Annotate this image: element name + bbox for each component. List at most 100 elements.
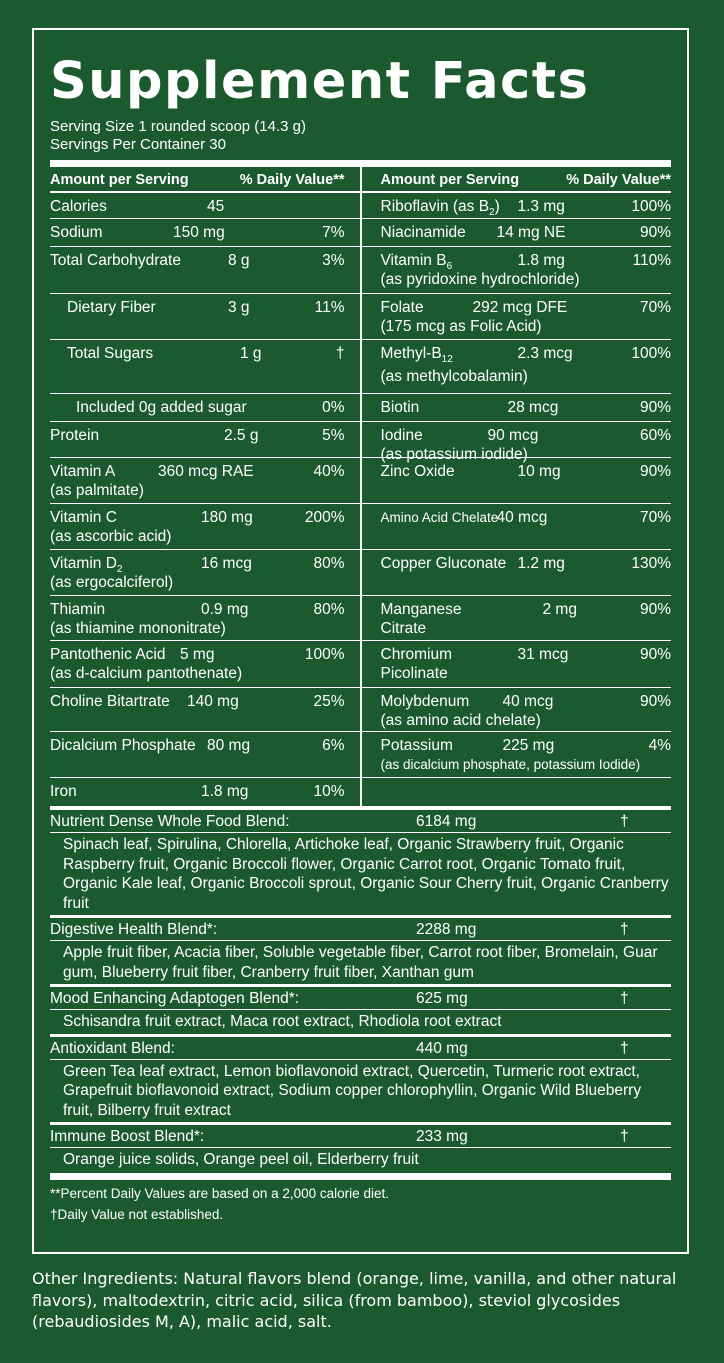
nutrient-row: Zinc Oxide 10 mg 90% (360, 458, 671, 504)
blend-ingredients: Apple fruit fiber, Acacia fiber, Soluble… (63, 944, 658, 981)
nutrient-row: Dietary Fiber 3 g 11% (50, 294, 361, 340)
nutrient-row: Potassium 225 mg 4% (as dicalcium phosphate… (360, 732, 671, 778)
nutrient-row: Total Carbohydrate 8 g 3% (50, 247, 361, 294)
nutrient-name: Calories (50, 198, 107, 215)
nutrient-row: Copper Gluconate 1.2 mg 130% (360, 550, 671, 596)
nutrient-note: (as thiamine mononitrate) (50, 620, 226, 637)
blend-name: Nutrient Dense Whole Food Blend: (50, 813, 290, 830)
dv-header: % Daily Value** (566, 172, 671, 188)
nutrient-row: Total Sugars 1 g † (50, 340, 361, 394)
nutrient-name: Pantothenic Acid (50, 646, 166, 663)
nutrient-name: Molybdenum (380, 693, 470, 710)
nutrient-note: (as amino acid chelate) (380, 712, 541, 729)
blend-ingredients: Green Tea leaf extract, Lemon bioflavono… (63, 1062, 642, 1119)
blend-header: Nutrient Dense Whole Food Blend: 6184 mg † (50, 807, 671, 833)
nutrient-name: Folate (380, 299, 424, 316)
nutrient-row: Protein 2.5 g 5% (50, 422, 361, 458)
blend-name: Immune Boost Blend*: (50, 1128, 205, 1145)
servings-per-container: Servings Per Container 30 (50, 136, 226, 153)
nutrient-row: Niacinamide 14 mg NE 90% (360, 219, 671, 247)
blend-header: Antioxidant Blend: 440 mg † (50, 1033, 671, 1060)
blend-amount: 2288 mg (416, 921, 477, 938)
nutrient-name: Dicalcium Phosphate (50, 737, 196, 754)
footnotes: **Percent Daily Values are based on a 2,… (50, 1180, 671, 1225)
nutrient-row: Choline Bitartrate 140 mg 25% (50, 688, 361, 732)
nutrient-note: (175 mcg as Folic Acid) (380, 318, 542, 335)
other-ingredients: Other Ingredients: Natural flavors blend… (32, 1269, 677, 1331)
nutrient-name: Potassium (380, 737, 453, 754)
nutrient-amount: 3 g (228, 299, 250, 316)
blend-amount: 625 mg (416, 990, 468, 1007)
nutrient-row: Vitamin C 180 mg 200% (as ascorbic acid) (50, 504, 361, 550)
nutrient-name: Biotin (380, 399, 420, 416)
nutrient-daily-value: 60% (639, 427, 671, 444)
nutrient-daily-value: 200% (304, 509, 345, 526)
nutrient-amount: 31 mcg (517, 646, 569, 663)
nutrient-row: Molybdenum 40 mcg 90% (as amino acid chelat… (360, 688, 671, 732)
nutrient-daily-value: 80% (313, 555, 345, 572)
nutrient-row: Iron 1.8 mg 10% (50, 778, 361, 807)
nutrient-name: Copper Gluconate (380, 555, 507, 572)
nutrient-daily-value: 6% (322, 737, 345, 754)
nutrient-row: Included 0g added sugar 0% (50, 394, 361, 422)
nutrient-row: Biotin 28 mcg 90% (360, 394, 671, 422)
nutrient-daily-value: † (335, 345, 345, 362)
blend-daily-value: † (620, 813, 629, 830)
nutrient-name: Vitamin A (50, 463, 116, 480)
nutrient-amount: 80 mg (207, 737, 251, 754)
nutrient-row: Riboflavin (as B2) 1.3 mg 100% (360, 193, 671, 219)
nutrient-daily-value: 10% (313, 783, 345, 800)
nutrient-amount: 40 mcg (496, 509, 548, 526)
nutrient-daily-value: 90% (639, 601, 671, 618)
nutrient-amount: 2 mg (542, 601, 577, 618)
nutrient-amount: 1.8 mg (201, 783, 249, 800)
nutrient-name: Choline Bitartrate (50, 693, 170, 710)
nutrient-row: Vitamin D2 16 mcg 80% (as ergocalciferol) (50, 550, 361, 596)
nutrient-amount: 1.2 mg (517, 555, 565, 572)
blend-header: Immune Boost Blend*: 233 mg † (50, 1122, 671, 1148)
nutrient-row (360, 778, 671, 807)
blend-section: Nutrient Dense Whole Food Blend: 6184 mg †… (50, 807, 671, 1172)
left-column-header: Amount per Serving % Daily Value** (50, 167, 361, 193)
nutrient-name: Amino Acid Chelate (380, 510, 499, 525)
nutrient-note: Picolinate (380, 665, 448, 682)
nutrient-note: (as methylcobalamin) (380, 368, 528, 385)
nutrient-name: Methyl-B12 (380, 345, 453, 366)
blend-ingredients: Orange juice solids, Orange peel oil, El… (63, 1151, 419, 1168)
nutrient-name: Iodine (380, 427, 423, 444)
blend-daily-value: † (620, 1039, 629, 1057)
nutrient-daily-value: 70% (639, 299, 671, 316)
nutrient-note: (as dicalcium phosphate, potassium Iodid… (380, 757, 641, 772)
nutrient-note: (as ergocalciferol) (50, 574, 174, 591)
thick-divider (50, 160, 671, 167)
nutrient-amount: 45 (207, 198, 225, 215)
nutrient-name: Sodium (50, 224, 103, 241)
nutrient-note: (as d-calcium pantothenate) (50, 665, 243, 682)
nutrient-row: Chromium 31 mcg 90% Picolinate (360, 641, 671, 688)
nutrient-daily-value: 90% (639, 399, 671, 416)
nutrient-name: Total Carbohydrate (50, 252, 181, 269)
right-column-header: Amount per Serving % Daily Value** (360, 167, 671, 193)
nutrient-row: Pantothenic Acid 5 mg 100% (as d-calcium pa… (50, 641, 361, 688)
nutrient-amount: 1.3 mg (517, 198, 565, 215)
nutrient-name: Niacinamide (380, 224, 466, 241)
nutrient-row: Folate 292 mcg DFE 70% (175 mcg as Folic Ac… (360, 294, 671, 340)
nutrient-row: Vitamin B6 1.8 mg 110% (as pyridoxine hydro… (360, 247, 671, 294)
nutrient-daily-value: 40% (313, 463, 345, 480)
nutrient-row: Dicalcium Phosphate 80 mg 6% (50, 732, 361, 778)
blend-daily-value: † (620, 1128, 629, 1145)
nutrient-name: Zinc Oxide (380, 463, 455, 480)
nutrient-daily-value: 3% (322, 252, 345, 269)
serving-size: Serving Size 1 rounded scoop (14.3 g) (50, 118, 306, 135)
nutrient-daily-value: 5% (322, 427, 345, 444)
nutrient-note: (as pyridoxine hydrochloride) (380, 271, 580, 288)
nutrient-amount: 8 g (228, 252, 250, 269)
serving-info: Serving Size 1 rounded scoop (14.3 g) Se… (50, 118, 671, 154)
nutrient-daily-value: 0% (322, 399, 345, 416)
nutrient-amount: 16 mcg (201, 555, 252, 572)
nutrient-amount: 5 mg (180, 646, 215, 663)
nutrient-daily-value: 130% (631, 555, 671, 572)
blend-amount: 440 mg (416, 1039, 468, 1057)
nutrient-daily-value: 90% (639, 224, 671, 241)
nutrient-row: Vitamin A 360 mcg RAE 40% (as palmitate) (50, 458, 361, 504)
